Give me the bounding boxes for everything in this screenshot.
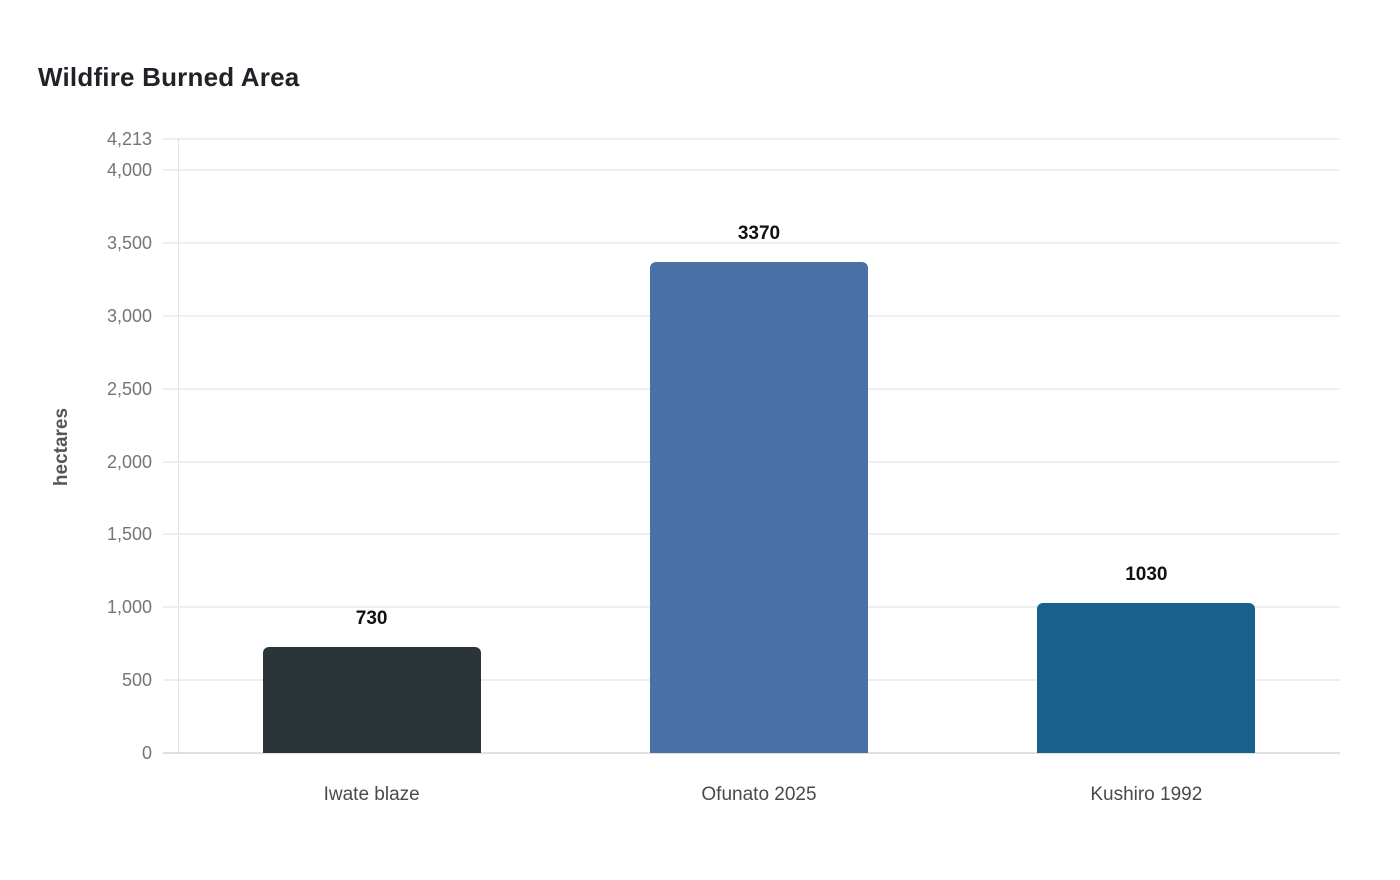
bar-ofunato-2025 — [650, 261, 868, 753]
bar-kushiro-1992 — [1037, 602, 1256, 753]
y-tick-label-4213: 4,213 — [106, 129, 152, 149]
y-tick-label-1500: 1,500 — [106, 524, 152, 545]
y-tick-label-4000: 4,000 — [106, 160, 152, 181]
y-tick-label-2000: 2,000 — [106, 451, 152, 472]
x-tick-label-iwate-blaze: Iwate blaze — [323, 784, 420, 805]
value-label-ofunato-2025: 3370 — [737, 222, 781, 244]
y-tick-label-1000: 1,000 — [106, 597, 152, 618]
y-tick-label-3000: 3,000 — [106, 305, 152, 326]
gridline-0 — [163, 752, 1340, 754]
y-tick-label-2500: 2,500 — [106, 378, 152, 399]
bar-iwate-blaze — [262, 646, 481, 753]
y-axis-title: hectares — [51, 407, 72, 487]
x-tick-label-ofunato-2025: Ofunato 2025 — [701, 784, 817, 805]
gridline-3500 — [163, 241, 1340, 244]
y-tick-label-0: 0 — [141, 743, 152, 763]
gridline-4213 — [163, 138, 1340, 140]
y-tick-label-500: 500 — [121, 670, 152, 691]
y-axis-line — [178, 139, 179, 753]
chart-title: Wildfire Burned Area — [38, 62, 300, 92]
gridline-4000 — [163, 169, 1340, 172]
x-tick-label-kushiro-1992: Kushiro 1992 — [1090, 784, 1203, 805]
y-tick-label-3500: 3,500 — [106, 232, 152, 253]
value-label-kushiro-1992: 1030 — [1125, 563, 1168, 585]
value-label-iwate-blaze: 730 — [355, 607, 388, 629]
